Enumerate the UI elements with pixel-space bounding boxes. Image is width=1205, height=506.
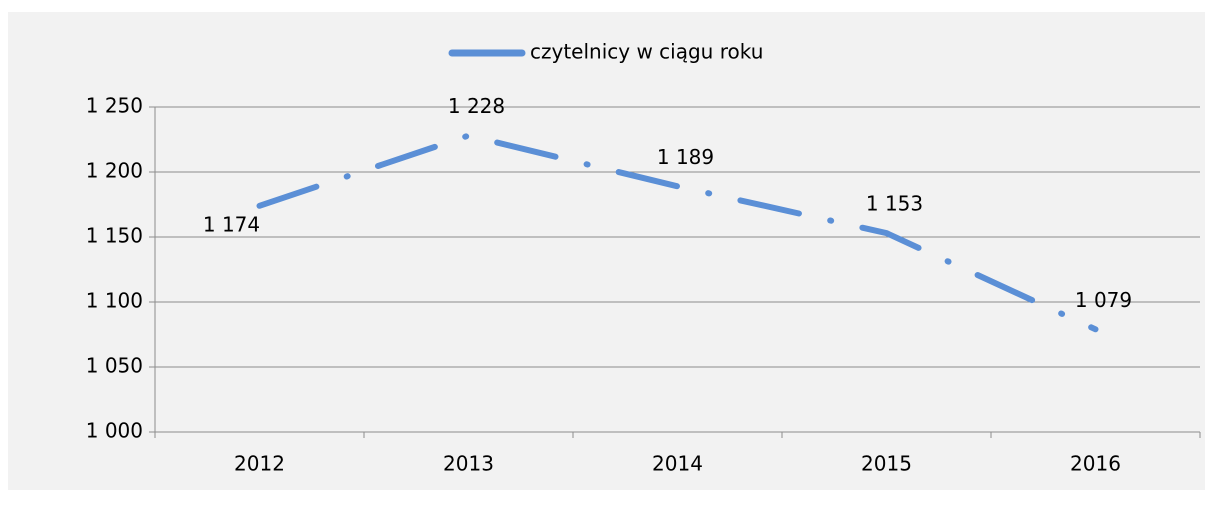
data-label: 1 153 — [866, 192, 923, 216]
x-tick-label: 2012 — [234, 452, 285, 476]
x-tick-label: 2014 — [652, 452, 703, 476]
data-label: 1 228 — [448, 94, 505, 118]
y-tick-label: 1 050 — [86, 354, 143, 378]
legend-label: czytelnicy w ciągu roku — [530, 40, 763, 64]
y-tick-label: 1 100 — [86, 289, 143, 313]
data-label: 1 174 — [203, 212, 260, 236]
y-tick-label: 1 150 — [86, 224, 143, 248]
y-tick-label: 1 000 — [86, 419, 143, 443]
data-label: 1 079 — [1075, 288, 1132, 312]
chart-background — [8, 12, 1205, 490]
x-tick-label: 2016 — [1070, 452, 1121, 476]
y-tick-label: 1 250 — [86, 94, 143, 118]
y-tick-label: 1 200 — [86, 159, 143, 183]
data-line — [256, 132, 1099, 333]
x-tick-label: 2015 — [861, 452, 912, 476]
data-label: 1 189 — [657, 145, 714, 169]
x-tick-label: 2013 — [443, 452, 494, 476]
